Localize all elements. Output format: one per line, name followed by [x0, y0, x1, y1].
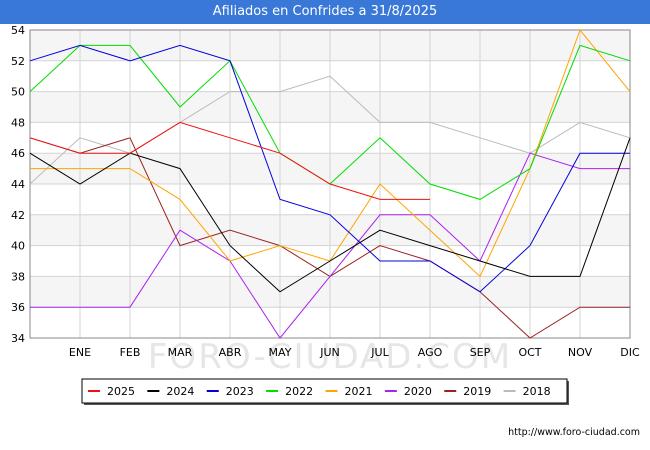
x-tick-label: ENE [69, 346, 91, 359]
chart-title: Afiliados en Confrides a 31/8/2025 [0, 0, 650, 24]
y-tick-label: 42 [11, 209, 25, 222]
x-tick-label: MAY [269, 346, 292, 359]
legend-label-2021: 2021 [345, 385, 373, 398]
x-tick-label: ABR [219, 346, 242, 359]
y-tick-label: 46 [11, 147, 25, 160]
watermark-text: FORO-CIUDAD.COM [148, 337, 512, 377]
x-tick-label: JUN [319, 346, 340, 359]
x-tick-label: MAR [168, 346, 193, 359]
x-tick-label: OCT [518, 346, 541, 359]
y-tick-label: 52 [11, 55, 25, 68]
y-tick-label: 48 [11, 116, 25, 129]
series-line-2025 [29, 121, 430, 200]
legend-label-2018: 2018 [523, 385, 551, 398]
legend-label-2020: 2020 [404, 385, 432, 398]
x-tick-label: AGO [418, 346, 443, 359]
legend-label-2019: 2019 [463, 385, 491, 398]
legend-label-2025: 2025 [107, 385, 135, 398]
y-tick-label: 34 [11, 332, 25, 345]
x-tick-label: FEB [120, 346, 141, 359]
legend-label-2023: 2023 [226, 385, 254, 398]
y-tick-label: 50 [11, 86, 25, 99]
y-tick-label: 40 [11, 240, 25, 253]
y-tick-label: 38 [11, 270, 25, 283]
legend-label-2024: 2024 [166, 385, 194, 398]
source-url: http://www.foro-ciudad.com [508, 427, 640, 438]
series-line-2023 [29, 44, 630, 293]
x-tick-label: DIC [620, 346, 640, 359]
y-tick-label: 44 [11, 178, 25, 191]
y-tick-label: 54 [11, 24, 25, 37]
series-line-2020 [30, 152, 630, 339]
legend-box [81, 378, 568, 404]
legend-label-2022: 2022 [285, 385, 313, 398]
x-tick-label: NOV [568, 346, 593, 359]
x-tick-label: SEP [470, 346, 491, 359]
x-tick-label: JUL [370, 346, 389, 359]
y-tick-label: 36 [11, 301, 25, 314]
